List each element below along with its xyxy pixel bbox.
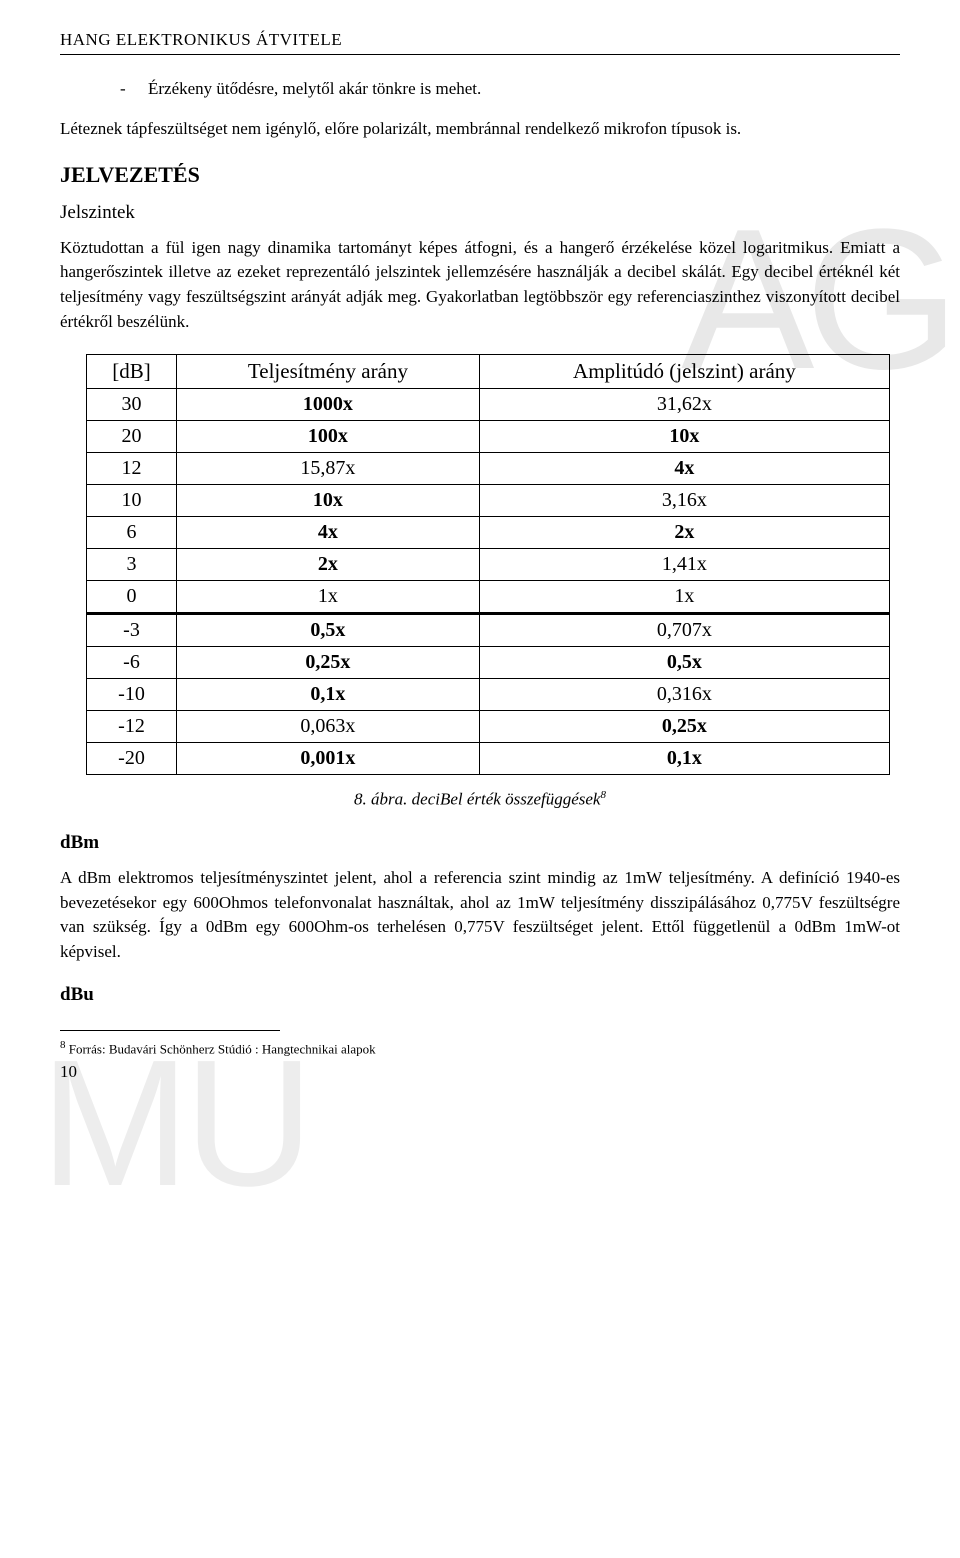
- header-title: HANG ELEKTRONIKUS ÁTVITELE: [60, 30, 900, 50]
- cell-amplitude: 10x: [479, 421, 889, 453]
- table-header-row: [dB] Teljesítmény arány Amplitúdó (jelsz…: [87, 355, 890, 389]
- bullet-text: Érzékeny ütődésre, melytől akár tönkre i…: [148, 79, 481, 99]
- footnote-separator: [60, 1030, 280, 1031]
- cell-db: 10: [87, 485, 177, 517]
- cell-power: 0,063x: [177, 711, 480, 743]
- cell-amplitude: 0,707x: [479, 614, 889, 647]
- cell-amplitude: 1,41x: [479, 549, 889, 581]
- bullet-item: - Érzékeny ütődésre, melytől akár tönkre…: [120, 79, 900, 99]
- section-heading: JELVEZETÉS: [60, 162, 900, 188]
- cell-amplitude: 1x: [479, 581, 889, 614]
- cell-power: 0,25x: [177, 647, 480, 679]
- cell-db: -20: [87, 743, 177, 775]
- paragraph-dbm: A dBm elektromos teljesítményszintet jel…: [60, 866, 900, 965]
- cell-db: 12: [87, 453, 177, 485]
- cell-db: -3: [87, 614, 177, 647]
- table-row: -100,1x0,316x: [87, 679, 890, 711]
- table-row: 32x1,41x: [87, 549, 890, 581]
- cell-db: 20: [87, 421, 177, 453]
- col-db: [dB]: [87, 355, 177, 389]
- cell-power: 2x: [177, 549, 480, 581]
- page-header: HANG ELEKTRONIKUS ÁTVITELE: [60, 30, 900, 55]
- decibel-table-wrap: [dB] Teljesítmény arány Amplitúdó (jelsz…: [86, 354, 890, 775]
- table-row: 1215,87x4x: [87, 453, 890, 485]
- cell-power: 10x: [177, 485, 480, 517]
- subsection-heading-dbu: dBu: [60, 984, 900, 1006]
- cell-amplitude: 0,5x: [479, 647, 889, 679]
- cell-db: 0: [87, 581, 177, 614]
- cell-db: 3: [87, 549, 177, 581]
- decibel-table: [dB] Teljesítmény arány Amplitúdó (jelsz…: [86, 354, 890, 775]
- table-row: -60,25x0,5x: [87, 647, 890, 679]
- table-row: 301000x31,62x: [87, 389, 890, 421]
- cell-db: -10: [87, 679, 177, 711]
- footnote-text: Forrás: Budavári Schönherz Stúdió : Hang…: [66, 1042, 376, 1057]
- cell-power: 4x: [177, 517, 480, 549]
- cell-amplitude: 0,316x: [479, 679, 889, 711]
- table-row: -30,5x0,707x: [87, 614, 890, 647]
- table-row: -120,063x0,25x: [87, 711, 890, 743]
- caption-sup: 8: [600, 789, 606, 801]
- table-row: 1010x3,16x: [87, 485, 890, 517]
- table-row: 01x1x: [87, 581, 890, 614]
- caption-prefix: 8. ábra.: [354, 790, 412, 809]
- cell-db: 6: [87, 517, 177, 549]
- col-power: Teljesítmény arány: [177, 355, 480, 389]
- cell-power: 0,5x: [177, 614, 480, 647]
- figure-caption: 8. ábra. deciBel érték összefüggések8: [60, 789, 900, 810]
- cell-amplitude: 4x: [479, 453, 889, 485]
- cell-power: 0,001x: [177, 743, 480, 775]
- subsection-heading-jelszintek: Jelszintek: [60, 202, 900, 224]
- caption-text: deciBel érték összefüggések: [412, 790, 601, 809]
- cell-amplitude: 0,25x: [479, 711, 889, 743]
- cell-power: 0,1x: [177, 679, 480, 711]
- cell-power: 100x: [177, 421, 480, 453]
- cell-amplitude: 2x: [479, 517, 889, 549]
- table-row: 20100x10x: [87, 421, 890, 453]
- cell-db: 30: [87, 389, 177, 421]
- cell-power: 1x: [177, 581, 480, 614]
- footnote: 8 Forrás: Budavári Schönherz Stúdió : Ha…: [60, 1039, 900, 1057]
- paragraph-jelszintek: Köztudottan a fül igen nagy dinamika tar…: [60, 236, 900, 335]
- table-row: 64x2x: [87, 517, 890, 549]
- cell-amplitude: 31,62x: [479, 389, 889, 421]
- subsection-heading-dbm: dBm: [60, 832, 900, 854]
- cell-amplitude: 0,1x: [479, 743, 889, 775]
- cell-power: 1000x: [177, 389, 480, 421]
- col-amplitude: Amplitúdó (jelszint) arány: [479, 355, 889, 389]
- cell-amplitude: 3,16x: [479, 485, 889, 517]
- cell-db: -12: [87, 711, 177, 743]
- page-number: 10: [60, 1062, 900, 1082]
- paragraph-intro: Léteznek tápfeszültséget nem igénylő, el…: [60, 117, 900, 142]
- table-row: -200,001x0,1x: [87, 743, 890, 775]
- cell-db: -6: [87, 647, 177, 679]
- cell-power: 15,87x: [177, 453, 480, 485]
- bullet-dash-icon: -: [120, 79, 148, 99]
